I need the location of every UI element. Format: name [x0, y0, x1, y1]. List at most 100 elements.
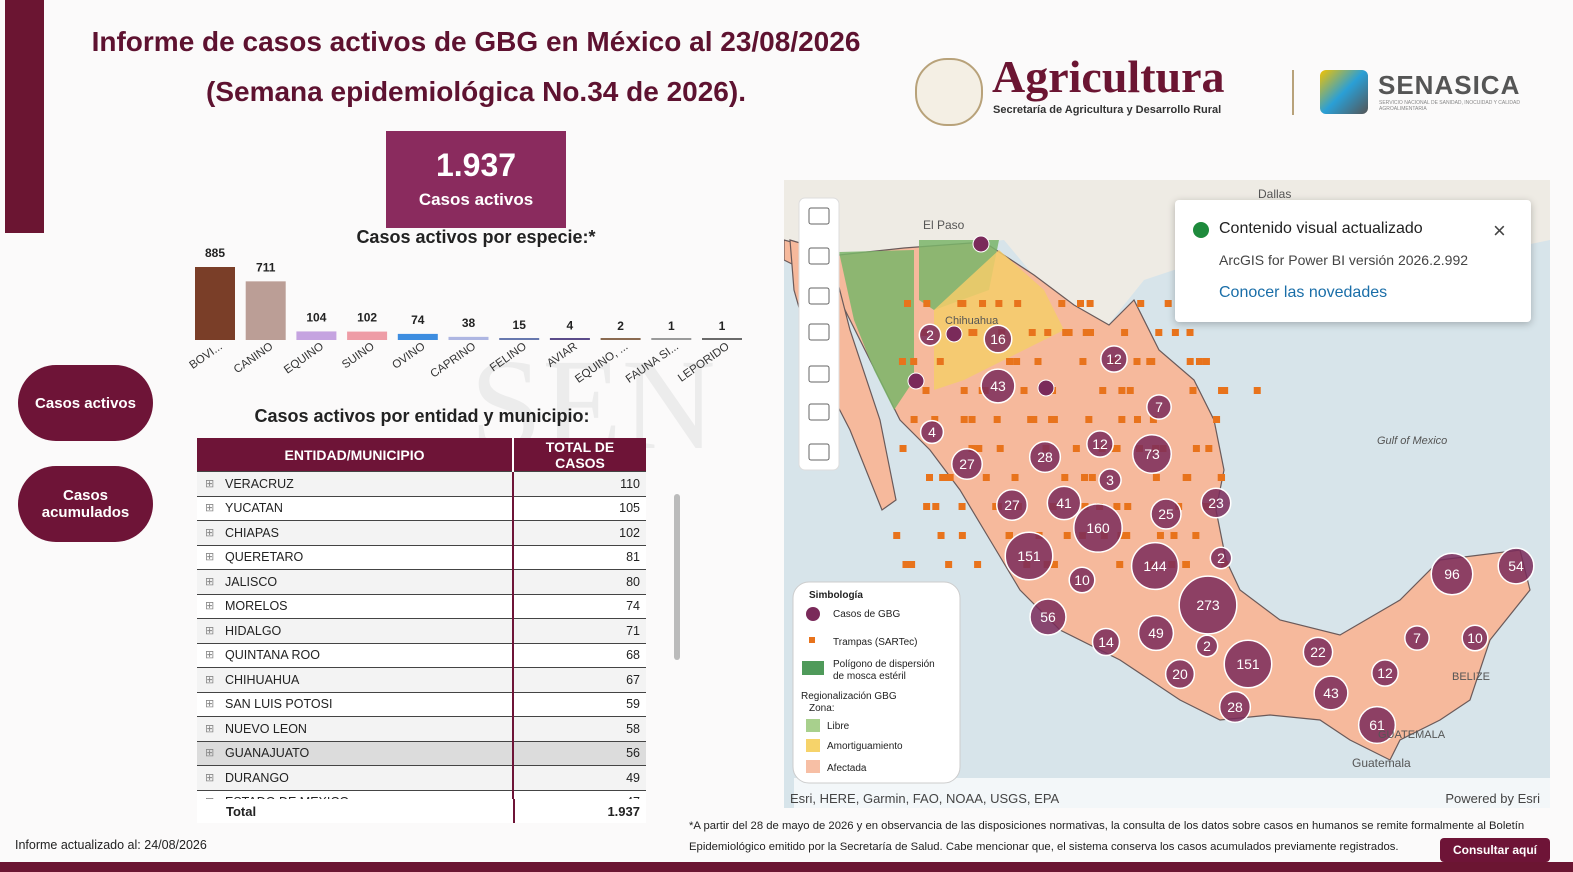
success-icon [1193, 222, 1209, 238]
cluster-label: 96 [1444, 566, 1460, 582]
trap [1048, 416, 1056, 423]
scrollbar[interactable] [674, 494, 680, 660]
legend-swatch [809, 637, 815, 643]
cluster-label: 20 [1172, 666, 1188, 682]
trap [968, 329, 976, 336]
trap [1113, 503, 1121, 510]
trap [1164, 300, 1172, 307]
button-accumulated[interactable]: Casos acumulados [18, 466, 153, 542]
case-cluster [918, 323, 942, 347]
toolbar-button [808, 207, 830, 225]
table-row[interactable]: ⊞ DURANGO 49 [197, 765, 646, 791]
case-cluster [1164, 658, 1196, 690]
toolbar-button [808, 365, 830, 383]
case-cluster [1371, 659, 1399, 687]
table-row[interactable]: ⊞ SAN LUIS POTOSI 59 [197, 692, 646, 717]
cluster-label: 2 [926, 327, 934, 343]
trap [1149, 416, 1157, 423]
x-tick-label: OVINO [390, 341, 427, 372]
case-cluster [1150, 498, 1182, 530]
consult-button[interactable]: Consultar aquí [1440, 838, 1550, 862]
toast-close[interactable]: × [1493, 218, 1506, 243]
chart-title: Casos activos por especie:* [356, 228, 595, 247]
trap [995, 300, 1003, 307]
trap [1044, 329, 1052, 336]
trap [1186, 358, 1194, 365]
cluster-label: 27 [1004, 497, 1020, 513]
cluster-label: 10 [1467, 630, 1483, 646]
trap [1086, 329, 1094, 336]
table-row[interactable]: ⊞ CHIAPAS 102 [197, 520, 646, 546]
trap [1156, 532, 1164, 539]
table-row[interactable]: ⊞ NUEVO LEON 58 [197, 716, 646, 742]
trap [1065, 329, 1073, 336]
trap [1170, 532, 1178, 539]
toolbar-button [808, 403, 830, 421]
bottom-band [0, 862, 1573, 872]
trap [931, 416, 939, 423]
case-cluster [1178, 575, 1238, 635]
toolbar-button [808, 287, 830, 305]
toast-link[interactable]: Conocer las novedades [1219, 284, 1388, 301]
cell-entity: ⊞ DURANGO [197, 765, 514, 791]
trap [945, 561, 953, 568]
case-cluster [1073, 503, 1123, 553]
total-value: 1.937 [607, 804, 640, 819]
case-cluster [919, 419, 945, 445]
bar [195, 267, 235, 340]
cluster-label: 14 [1098, 634, 1114, 650]
bar [397, 333, 438, 340]
button-active[interactable]: Casos activos [18, 365, 153, 441]
trap [960, 416, 968, 423]
trap [1077, 300, 1085, 307]
case-cluster [1100, 345, 1128, 373]
bar [651, 338, 692, 340]
table-frame: ENTIDAD/MUNICIPIO TOTAL DE CASOS ⊞ VERACR… [197, 438, 646, 823]
case-cluster [1313, 675, 1349, 711]
cluster-label: 25 [1158, 506, 1174, 522]
case-cluster [1223, 639, 1273, 689]
cluster-label: 28 [1037, 449, 1053, 465]
button-label: Consultar aquí [1452, 843, 1537, 857]
value-label: 15 [513, 318, 527, 332]
trap [993, 416, 1001, 423]
case-cluster [1091, 627, 1121, 657]
legend-swatch [806, 719, 820, 732]
case-cluster [1200, 487, 1232, 519]
trap [1063, 532, 1071, 539]
case-dot [945, 325, 963, 343]
title: Informe de casos activos de GBG en Méxic… [91, 26, 861, 57]
table-row[interactable]: ⊞ GUANAJUATO 56 [197, 741, 646, 766]
trap [923, 503, 931, 510]
trap [1192, 445, 1200, 452]
trap [1013, 358, 1021, 365]
value-label: 74 [411, 313, 425, 327]
x-tick-label: CANINO [232, 341, 276, 377]
table-row[interactable]: ⊞ QUERETARO 81 [197, 545, 646, 570]
trap [1050, 561, 1058, 568]
cluster-label: 10 [1074, 572, 1090, 588]
legend-text: Simbología [809, 590, 863, 601]
trap [968, 416, 976, 423]
bar [499, 338, 540, 340]
table-title: Casos activos por entidad y municipio: [254, 406, 590, 426]
footnote: *A partir del 28 de mayo de 2026 y en ob… [689, 820, 1525, 853]
table-row[interactable]: ⊞ YUCATAN 105 [197, 496, 646, 521]
table-row[interactable]: ⊞ QUINTANA ROO 68 [197, 643, 646, 668]
updated-date: Informe actualizado al: 24/08/2026 [15, 838, 207, 852]
table-row[interactable]: ⊞ VERACRUZ 110 [197, 471, 646, 497]
trap [1205, 445, 1213, 452]
toolbar-button [808, 323, 830, 341]
case-cluster [951, 448, 983, 480]
button-label: Casos activos [35, 394, 136, 412]
legend-text: Casos de GBG [833, 609, 900, 620]
table-row[interactable]: ⊞ CHIHUAHUA 67 [197, 667, 646, 693]
case-cluster [1195, 634, 1219, 658]
case-cluster [1028, 440, 1062, 474]
trap [1081, 503, 1089, 510]
cluster-label: 22 [1310, 644, 1326, 660]
table-row[interactable]: ⊞ HIDALGO 71 [197, 618, 646, 644]
table-row[interactable]: ⊞ MORELOS 74 [197, 594, 646, 619]
table-row[interactable]: ⊞ JALISCO 80 [197, 569, 646, 595]
bar [448, 336, 489, 340]
